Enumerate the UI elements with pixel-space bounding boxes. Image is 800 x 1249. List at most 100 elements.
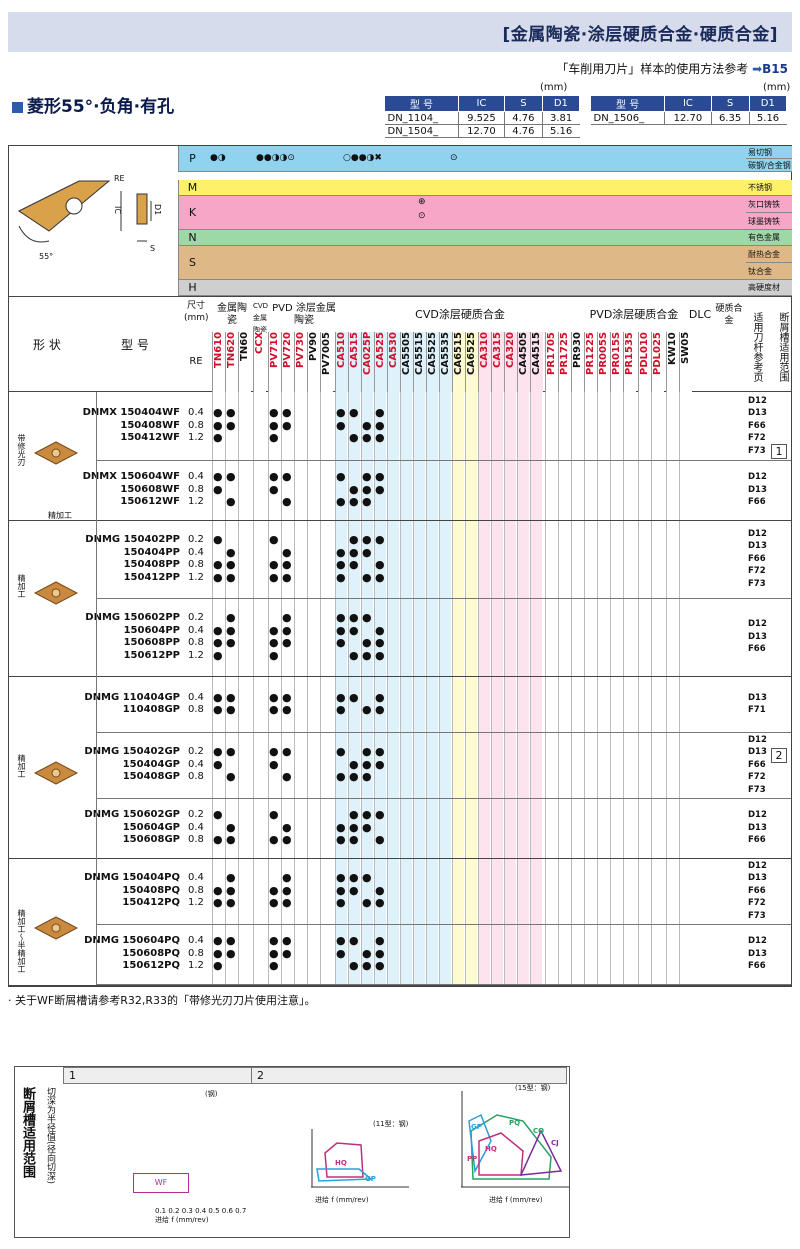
header-pvd-coated: PVD涂层硬质合金	[589, 308, 679, 321]
availability-dot: ●	[282, 770, 292, 784]
holder-page-ref[interactable]: D13	[748, 822, 767, 833]
holder-page-ref[interactable]: F72	[748, 566, 766, 577]
holder-page-ref[interactable]: D12	[748, 395, 767, 406]
holder-page-ref[interactable]: D13	[748, 948, 767, 959]
material-name: 灰口铸铁	[746, 196, 792, 213]
holder-page-ref[interactable]: F71	[748, 705, 766, 715]
availability-dot: ●	[213, 482, 223, 496]
holder-page-ref[interactable]: F66	[748, 497, 766, 508]
holder-page-ref[interactable]: F72	[748, 898, 766, 909]
holder-page-ref[interactable]: D12	[748, 528, 767, 539]
material-name: 钛合金	[746, 263, 792, 280]
availability-dot: ●	[349, 431, 359, 445]
holder-page-ref[interactable]: D13	[748, 631, 767, 642]
availability-dot: ●	[375, 808, 385, 822]
holder-page-ref[interactable]: F72	[748, 772, 766, 783]
holder-page-ref[interactable]: F66	[748, 835, 766, 846]
range-ref-marker[interactable]: 2	[771, 748, 787, 763]
holder-page-ref[interactable]: F72	[748, 433, 766, 444]
grade-column	[307, 392, 319, 987]
availability-dot: ●	[362, 820, 372, 834]
suitability-mark: ●●◑◑⊙	[256, 153, 295, 163]
range-ref-marker[interactable]: 1	[771, 444, 787, 459]
availability-dot: ●	[349, 808, 359, 822]
grade-column	[212, 392, 224, 987]
availability-dot: ●	[269, 896, 279, 910]
grade-column	[478, 392, 490, 987]
availability-dot: ●	[282, 934, 292, 948]
holder-page-ref[interactable]: D13	[748, 873, 767, 884]
holder-page-ref[interactable]: D12	[748, 472, 767, 483]
grade-col-header: PV710	[268, 332, 281, 392]
holder-page-ref[interactable]: F66	[748, 644, 766, 655]
holder-page-ref[interactable]: F73	[748, 910, 766, 921]
row-divider	[96, 924, 792, 925]
re-value: 0.8	[188, 834, 204, 846]
grade-column	[610, 392, 622, 987]
holder-page-ref[interactable]: D12	[748, 734, 767, 745]
holder-page-ref[interactable]: D13	[748, 408, 767, 419]
holder-page-ref[interactable]: D13	[748, 747, 767, 758]
spec-header: IC	[664, 95, 712, 112]
availability-dot: ●	[282, 558, 292, 571]
availability-dot: ●	[362, 611, 372, 624]
holder-page-ref[interactable]: D12	[748, 936, 767, 947]
bottom-ylabel: 切深为半径值(径向切深)	[45, 1087, 55, 1185]
availability-dot: ●	[349, 406, 359, 420]
grade-name: CA4515	[531, 332, 542, 375]
grade-name: CA515	[349, 332, 360, 368]
model-code: 150408PQ	[122, 884, 180, 896]
availability-dot: ●	[269, 833, 279, 847]
availability-dot: ●	[362, 757, 372, 771]
holder-page-ref[interactable]: F66	[748, 885, 766, 896]
holder-page-ref[interactable]: F66	[748, 553, 766, 564]
availability-dot: ●	[349, 959, 359, 973]
availability-dot: ●	[226, 470, 236, 484]
holder-page-ref[interactable]: D12	[748, 860, 767, 871]
holder-page-ref[interactable]: F73	[748, 578, 766, 589]
availability-dot: ●	[213, 934, 223, 948]
availability-dot: ●	[226, 946, 236, 960]
availability-dot: ●	[213, 896, 223, 910]
spec-header: D1	[541, 95, 581, 112]
holder-page-ref[interactable]: F66	[748, 759, 766, 770]
row-divider	[96, 598, 792, 599]
spec-table-left: 型 号 IC S D1 DN_1104_ 9.525 4.76 3.81 DN_1504_ 12.…	[384, 95, 581, 138]
grade-name: SW05	[680, 332, 691, 365]
availability-dot: ●	[336, 770, 346, 784]
spec-cell: 4.76	[503, 124, 543, 138]
grade-col-header: CA5515	[413, 332, 426, 392]
availability-dot: ●	[213, 946, 223, 960]
holder-page-ref[interactable]: D13	[748, 484, 767, 495]
panel2b-xlabel: 进给 f (mm/rev)	[489, 1196, 543, 1204]
grade-column	[666, 392, 678, 987]
spec-header: S	[710, 95, 750, 112]
re-value: 0.8	[188, 559, 204, 570]
availability-dot: ●	[375, 558, 385, 571]
group-divider	[8, 520, 792, 521]
holder-page-ref[interactable]: F66	[748, 420, 766, 431]
material-band	[206, 280, 746, 296]
model-code: 150408WF	[120, 419, 180, 431]
availability-dot: ●	[226, 883, 236, 897]
holder-page-ref[interactable]: D12	[748, 619, 767, 630]
reference-page[interactable]: B15	[762, 62, 788, 76]
availability-dot: ●	[375, 833, 385, 847]
holder-page-ref[interactable]: F73	[748, 445, 766, 456]
grade-name: CA5505	[401, 332, 412, 375]
model-code: 150612WF	[120, 496, 180, 508]
model-code: 150608PQ	[122, 947, 180, 959]
model-code: DNMG 150402PP	[85, 534, 180, 545]
grade-column	[413, 392, 425, 987]
holder-page-ref[interactable]: D13	[748, 541, 767, 552]
availability-dot: ●	[349, 611, 359, 624]
model-code: 150412PP	[123, 571, 180, 583]
availability-dot: ●	[336, 745, 346, 759]
holder-page-ref[interactable]: F66	[748, 961, 766, 972]
holder-page-ref[interactable]: F73	[748, 784, 766, 795]
holder-page-ref[interactable]: D13	[748, 692, 767, 703]
holder-page-ref[interactable]: D12	[748, 810, 767, 821]
availability-dot: ●	[226, 690, 236, 704]
re-value: 1.2	[188, 960, 204, 972]
re-value: 0.2	[188, 809, 204, 821]
